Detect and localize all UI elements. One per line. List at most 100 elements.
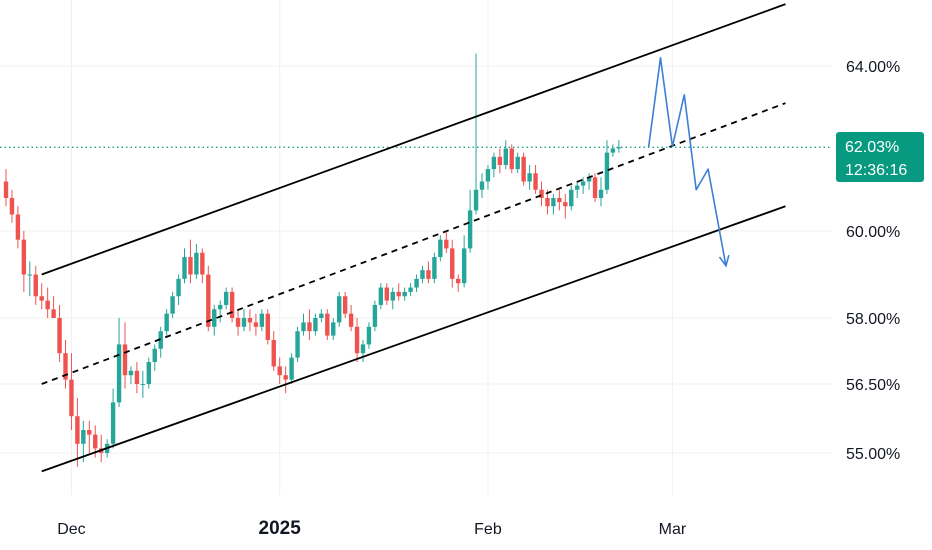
candle[interactable] (176, 274, 181, 305)
candle[interactable] (295, 326, 300, 362)
candle[interactable] (277, 357, 282, 384)
candles-layer[interactable] (3, 53, 622, 467)
candle[interactable] (450, 239, 455, 288)
x-axis[interactable]: Dec 2025 Feb Mar (57, 518, 687, 539)
candle[interactable] (51, 296, 56, 318)
projection-path[interactable] (647, 56, 727, 266)
candle[interactable] (420, 265, 425, 284)
candle[interactable] (408, 283, 413, 297)
candle[interactable] (9, 189, 15, 223)
candle[interactable] (313, 313, 318, 336)
candle[interactable] (259, 309, 265, 332)
candle[interactable] (354, 318, 360, 362)
candle[interactable] (27, 261, 32, 297)
candle[interactable] (378, 283, 384, 310)
candle[interactable] (467, 189, 473, 253)
candle[interactable] (432, 252, 437, 284)
channel-line-lower[interactable] (41, 205, 786, 473)
candle[interactable] (390, 287, 395, 310)
candle[interactable] (509, 144, 514, 174)
candle[interactable] (491, 152, 497, 178)
candle[interactable] (194, 244, 199, 279)
channel-line-upper[interactable] (41, 3, 786, 276)
candle[interactable] (598, 177, 604, 207)
candle[interactable] (485, 165, 491, 190)
candle[interactable] (81, 420, 86, 463)
candle[interactable] (134, 362, 140, 394)
candle[interactable] (33, 265, 38, 305)
candle[interactable] (616, 140, 622, 153)
candle[interactable] (218, 300, 223, 323)
candle[interactable] (610, 144, 616, 157)
candle[interactable] (384, 283, 389, 305)
candle[interactable] (527, 165, 532, 190)
candle[interactable] (533, 165, 538, 194)
candle[interactable] (473, 53, 479, 215)
candle[interactable] (604, 140, 610, 194)
candle[interactable] (539, 181, 544, 207)
candle[interactable] (87, 420, 92, 453)
candle[interactable] (235, 309, 241, 336)
candle[interactable] (188, 239, 193, 284)
candle[interactable] (21, 231, 27, 292)
candle[interactable] (200, 248, 205, 284)
candle[interactable] (271, 331, 276, 371)
candle[interactable] (110, 388, 116, 449)
candle[interactable] (223, 287, 229, 310)
candle[interactable] (360, 340, 366, 362)
candle[interactable] (253, 313, 259, 336)
candle[interactable] (265, 309, 270, 345)
candle[interactable] (319, 309, 324, 323)
candle[interactable] (182, 248, 187, 284)
candle[interactable] (372, 300, 378, 332)
candle[interactable] (580, 177, 586, 194)
candle[interactable] (325, 309, 330, 340)
candle[interactable] (152, 344, 157, 371)
candle[interactable] (301, 313, 306, 336)
candle[interactable] (586, 173, 592, 190)
candle[interactable] (69, 353, 74, 430)
candle[interactable] (212, 304, 217, 336)
candle[interactable] (342, 291, 348, 318)
candle[interactable] (3, 169, 9, 207)
candle[interactable] (444, 231, 449, 253)
candle[interactable] (57, 304, 62, 362)
candle[interactable] (396, 283, 401, 301)
candle[interactable] (503, 140, 508, 170)
candle[interactable] (307, 309, 312, 340)
candle[interactable] (128, 366, 134, 384)
candle[interactable] (569, 185, 574, 211)
candle[interactable] (575, 181, 580, 199)
candle[interactable] (497, 148, 503, 174)
candle[interactable] (402, 287, 407, 301)
candle[interactable] (563, 193, 568, 219)
channel-line-middle[interactable] (41, 102, 786, 385)
candle[interactable] (438, 235, 443, 262)
candle[interactable] (426, 261, 431, 284)
candle[interactable] (122, 322, 128, 389)
candle[interactable] (289, 353, 294, 384)
y-axis[interactable]: 64.00% 60.00% 58.00% 56.50% 55.00% (846, 59, 900, 463)
candle[interactable] (140, 370, 146, 398)
candle[interactable] (348, 304, 354, 332)
candle[interactable] (45, 287, 50, 318)
candle[interactable] (247, 309, 253, 332)
candle[interactable] (39, 283, 44, 310)
candle[interactable] (479, 173, 485, 198)
projection-path-layer[interactable] (647, 56, 730, 268)
candle[interactable] (170, 291, 175, 318)
candle[interactable] (241, 309, 247, 332)
candle[interactable] (337, 291, 342, 327)
candle[interactable] (283, 366, 288, 394)
candle[interactable] (146, 357, 151, 389)
channel-lines-layer[interactable] (41, 3, 786, 473)
candle[interactable] (116, 318, 122, 407)
candle[interactable] (366, 322, 372, 349)
candle[interactable] (15, 206, 21, 249)
candle[interactable] (515, 152, 520, 174)
candle[interactable] (557, 189, 562, 211)
candle[interactable] (63, 340, 68, 389)
candle[interactable] (551, 193, 556, 215)
candle[interactable] (461, 235, 467, 288)
